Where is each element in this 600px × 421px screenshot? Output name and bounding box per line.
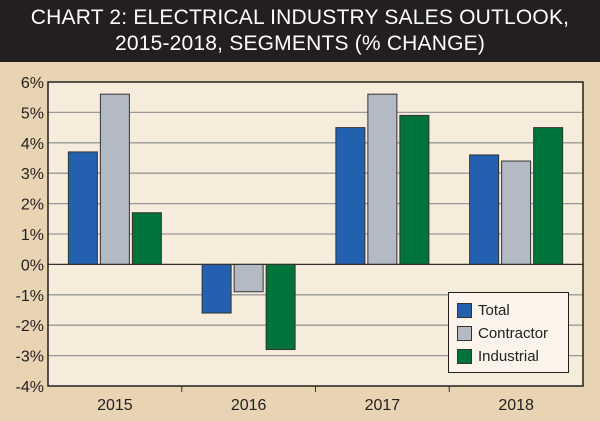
y-tick-label: -2%	[16, 318, 44, 335]
bar-total-2015	[67, 151, 98, 265]
legend-label: Total	[478, 302, 510, 319]
legend-swatch-contractor	[457, 326, 472, 341]
legend-swatch-total	[457, 303, 472, 318]
y-tick-label: -1%	[16, 288, 44, 305]
x-tick-label: 2017	[365, 397, 401, 414]
bar-industrial-2015	[131, 212, 162, 265]
bar-contractor-2017	[367, 93, 398, 265]
bar-contractor-2016	[233, 263, 264, 293]
legend-item-contractor: Contractor	[457, 322, 560, 345]
legend-swatch-industrial	[457, 349, 472, 364]
bar-industrial-2018	[533, 127, 564, 265]
legend-label: Industrial	[478, 348, 539, 365]
y-tick-label: 2%	[21, 197, 44, 214]
bar-total-2016	[201, 263, 232, 314]
bar-industrial-2016	[265, 263, 296, 351]
bar-industrial-2017	[399, 114, 430, 265]
legend-label: Contractor	[478, 325, 549, 342]
bar-contractor-2015	[99, 93, 130, 265]
x-tick-label: 2018	[498, 397, 534, 414]
chart-title: CHART 2: ELECTRICAL INDUSTRY SALES OUTLO…	[0, 0, 600, 62]
y-tick-label: -3%	[16, 349, 44, 366]
y-tick-label: 1%	[21, 227, 44, 244]
x-tick-label: 2016	[231, 397, 267, 414]
legend-item-industrial: Industrial	[457, 345, 560, 368]
bar-contractor-2018	[501, 160, 532, 265]
bar-total-2018	[469, 154, 500, 265]
y-tick-label: 4%	[21, 136, 44, 153]
bar-total-2017	[335, 127, 366, 265]
legend: Total Contractor Industrial	[448, 292, 569, 373]
chart-title-line-1: CHART 2: ELECTRICAL INDUSTRY SALES OUTLO…	[30, 6, 570, 29]
y-tick-label: 6%	[21, 75, 44, 92]
x-tick-label: 2015	[97, 397, 133, 414]
y-tick-label: 5%	[21, 105, 44, 122]
y-tick-label: 0%	[21, 257, 44, 274]
y-tick-label: 3%	[21, 166, 44, 183]
plot-border	[47, 81, 584, 387]
y-tick-label: -4%	[16, 379, 44, 396]
chart-title-line-2: 2015-2018, SEGMENTS (% CHANGE)	[114, 32, 486, 55]
legend-item-total: Total	[457, 299, 560, 322]
